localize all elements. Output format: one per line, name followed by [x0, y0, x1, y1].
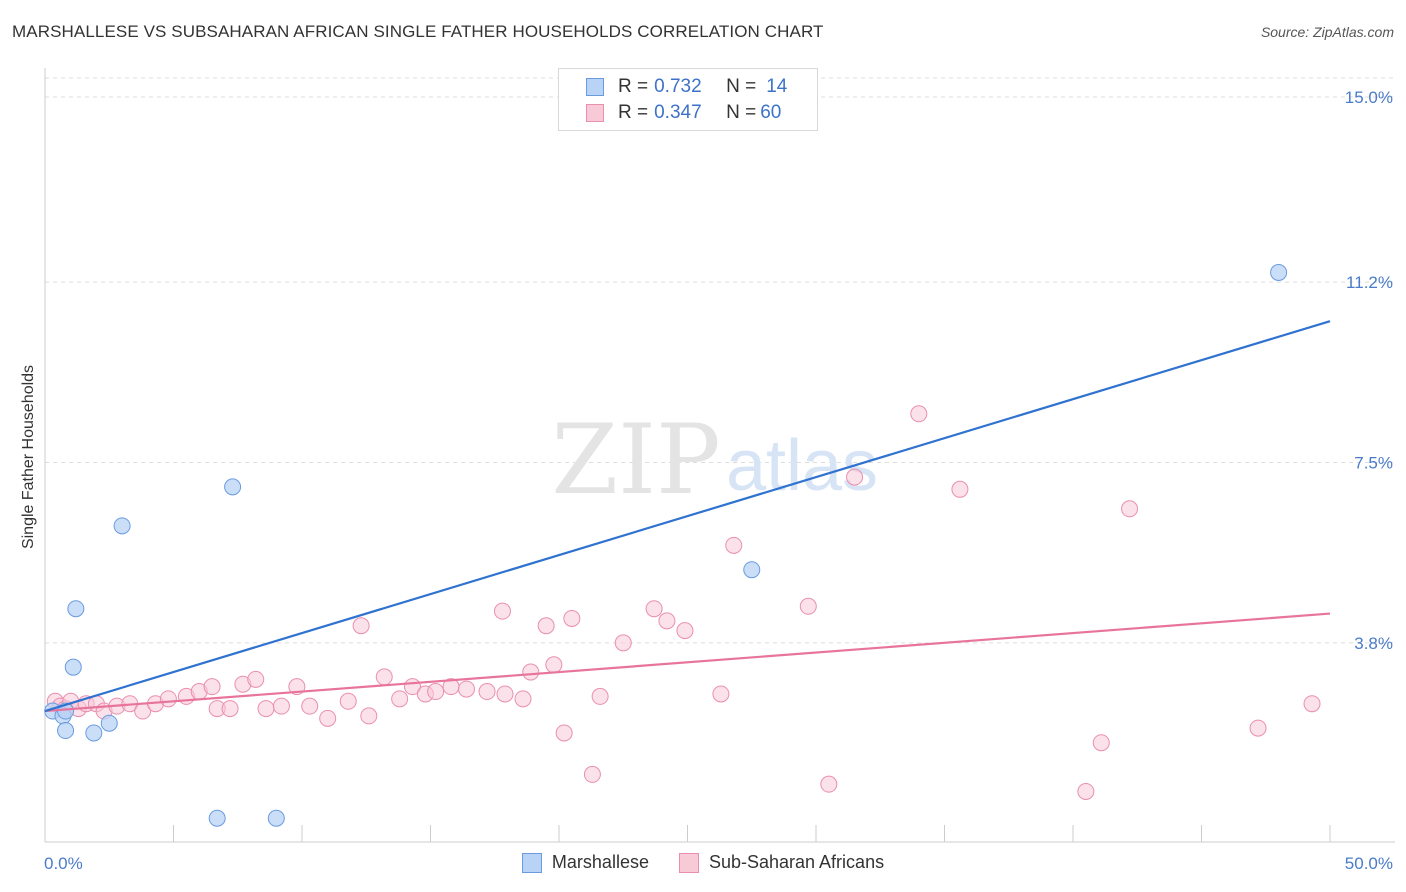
data-point-subsaharan — [457, 680, 475, 698]
data-point-marshallese — [57, 722, 75, 740]
y-tick-label: 15.0% — [1345, 88, 1393, 107]
data-point-subsaharan — [799, 597, 817, 615]
legend-label-subsaharan: Sub-Saharan Africans — [708, 852, 885, 872]
data-point-subsaharan — [319, 709, 337, 727]
data-point-subsaharan — [820, 775, 838, 793]
trend-line-marshallese — [44, 320, 1331, 713]
data-point-subsaharan — [272, 697, 290, 715]
data-point-marshallese — [100, 714, 118, 732]
data-point-subsaharan — [352, 617, 370, 635]
data-points — [44, 263, 1321, 827]
data-point-subsaharan — [951, 480, 969, 498]
data-point-marshallese — [64, 658, 82, 676]
data-point-subsaharan — [301, 697, 319, 715]
series-legend: Marshallese Sub-Saharan Africans — [0, 852, 1406, 873]
legend-n-value: 14 — [766, 76, 788, 97]
y-tick-label: 11.2% — [1346, 273, 1393, 292]
data-point-subsaharan — [563, 609, 581, 627]
chart-title: MARSHALLESE VS SUBSAHARAN AFRICAN SINGLE… — [12, 22, 824, 41]
data-point-marshallese — [208, 809, 226, 827]
legend-r-label: R = — [618, 76, 649, 97]
data-point-subsaharan — [591, 687, 609, 705]
legend-item-marshallese: Marshallese — [521, 852, 649, 873]
legend-swatch-pink — [586, 104, 604, 122]
data-point-subsaharan — [522, 663, 540, 681]
legend-label-marshallese: Marshallese — [551, 852, 649, 872]
legend-swatch-blue — [586, 78, 604, 96]
watermark: ZIP atlas — [551, 404, 878, 516]
legend-n-label: N = — [726, 102, 757, 123]
data-point-subsaharan — [247, 670, 265, 688]
data-point-subsaharan — [159, 690, 177, 708]
data-point-marshallese — [224, 478, 242, 496]
legend-r-value: 0.732 — [654, 76, 702, 97]
data-point-subsaharan — [1092, 734, 1110, 752]
x-tick-label-max: 50.0% — [1345, 854, 1393, 873]
data-point-subsaharan — [676, 622, 694, 640]
legend-item-subsaharan: Sub-Saharan Africans — [678, 852, 885, 873]
legend-row-marshallese: R = 0.732 N = 14 — [586, 75, 787, 99]
data-point-subsaharan — [1303, 695, 1321, 713]
data-point-subsaharan — [645, 600, 663, 618]
data-point-subsaharan — [555, 724, 573, 742]
legend-r-label: R = — [618, 102, 649, 123]
data-point-subsaharan — [614, 634, 632, 652]
data-point-subsaharan — [658, 612, 676, 630]
data-point-marshallese — [743, 561, 761, 579]
x-tick-label-min: 0.0% — [44, 854, 83, 873]
data-point-subsaharan — [478, 683, 496, 701]
data-point-subsaharan — [910, 405, 928, 423]
data-point-subsaharan — [712, 685, 730, 703]
tick-labels: 3.8% 7.5% 11.2% 15.0% 0.0% 50.0% — [44, 88, 1393, 873]
data-point-subsaharan — [360, 707, 378, 725]
data-point-subsaharan — [257, 700, 275, 718]
data-point-subsaharan — [375, 668, 393, 686]
data-point-subsaharan — [496, 685, 514, 703]
legend-r-value: 0.347 — [654, 102, 702, 123]
data-point-marshallese — [1270, 263, 1288, 281]
data-point-subsaharan — [846, 468, 864, 486]
data-point-subsaharan — [203, 678, 221, 696]
data-point-subsaharan — [339, 692, 357, 710]
legend-swatch-pink — [678, 852, 699, 873]
legend-n-label: N = — [726, 76, 757, 97]
data-point-marshallese — [67, 600, 85, 618]
data-point-subsaharan — [537, 617, 555, 635]
data-point-subsaharan — [221, 700, 239, 718]
data-point-marshallese — [85, 724, 103, 742]
legend-n-value: 60 — [760, 102, 782, 123]
data-point-subsaharan — [545, 656, 563, 674]
data-point-marshallese — [267, 809, 285, 827]
trend-lines — [44, 320, 1331, 713]
data-point-subsaharan — [493, 602, 511, 620]
watermark-zip: ZIP — [551, 404, 720, 516]
trend-line-subsaharan — [44, 612, 1331, 713]
data-point-subsaharan — [1249, 719, 1267, 737]
data-point-subsaharan — [514, 690, 532, 708]
y-tick-label: 3.8% — [1354, 634, 1393, 653]
data-point-subsaharan — [1121, 500, 1139, 518]
data-point-subsaharan — [725, 536, 743, 554]
data-point-subsaharan — [1077, 782, 1095, 800]
source-credit: Source: ZipAtlas.com — [1260, 24, 1394, 40]
data-point-subsaharan — [427, 683, 445, 701]
y-tick-label: 7.5% — [1354, 454, 1393, 473]
gridlines — [45, 77, 1395, 644]
data-point-subsaharan — [391, 690, 409, 708]
correlation-legend: R = 0.732 N = 14 R = 0.347 N = 60 — [558, 68, 818, 131]
data-point-marshallese — [113, 517, 131, 535]
legend-swatch-blue — [521, 852, 542, 873]
data-point-subsaharan — [583, 765, 601, 783]
legend-row-subsaharan: R = 0.347 N = 60 — [586, 101, 781, 125]
